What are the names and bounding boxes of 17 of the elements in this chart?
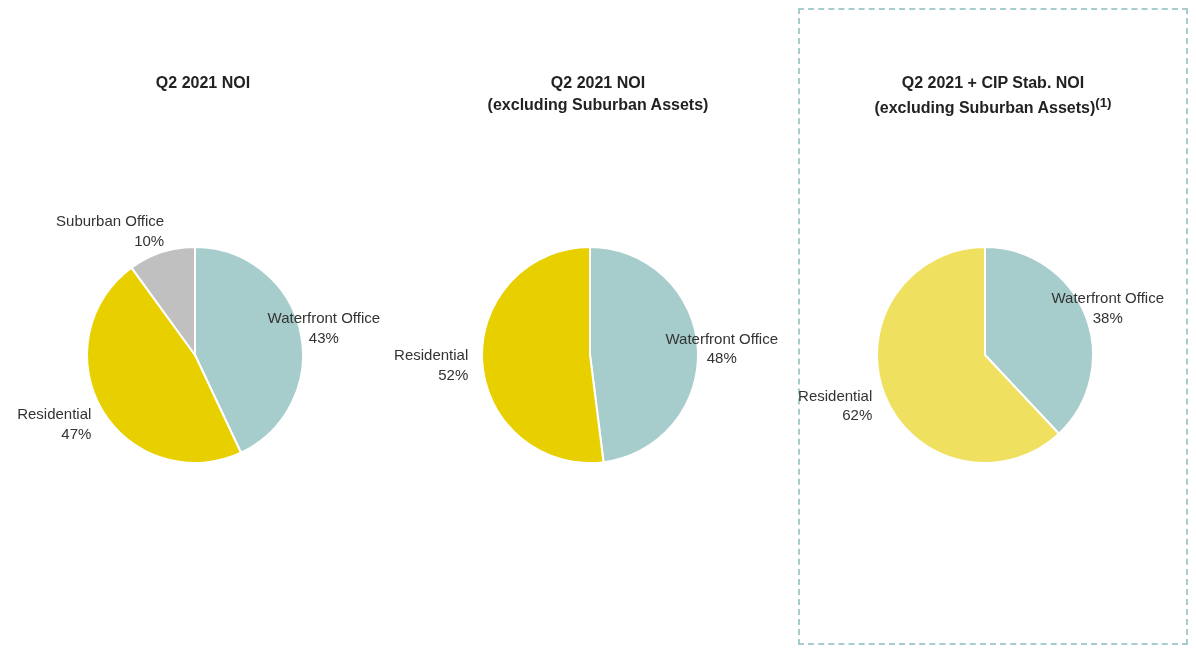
data-label: 43%: [308, 328, 339, 346]
slice-label: Residential: [17, 405, 92, 423]
chart-title: Q2 2021 NOI: [154, 73, 252, 93]
data-label: 47%: [61, 424, 92, 442]
slice-label: Waterfront Office: [665, 329, 779, 347]
chart-title: Q2 2021 + CIP Stab. NOI (excluding Suburban Assets)$^{(1)}$: [873, 73, 1113, 119]
slice-label: Residential: [394, 346, 469, 364]
slice-label: Waterfront Office: [1051, 289, 1164, 307]
slice-label: Suburban Office: [56, 212, 165, 230]
data-label: 52%: [438, 365, 469, 383]
chart-title: Q2 2021 NOI (excluding Suburban Assets): [486, 73, 710, 116]
slice-label: Residential: [798, 386, 873, 404]
slice-label: Waterfront Office: [267, 309, 381, 327]
data-label: 10%: [134, 231, 165, 249]
data-label: 48%: [706, 349, 737, 367]
data-label: 62%: [842, 406, 873, 424]
data-label: 38%: [1092, 308, 1123, 326]
